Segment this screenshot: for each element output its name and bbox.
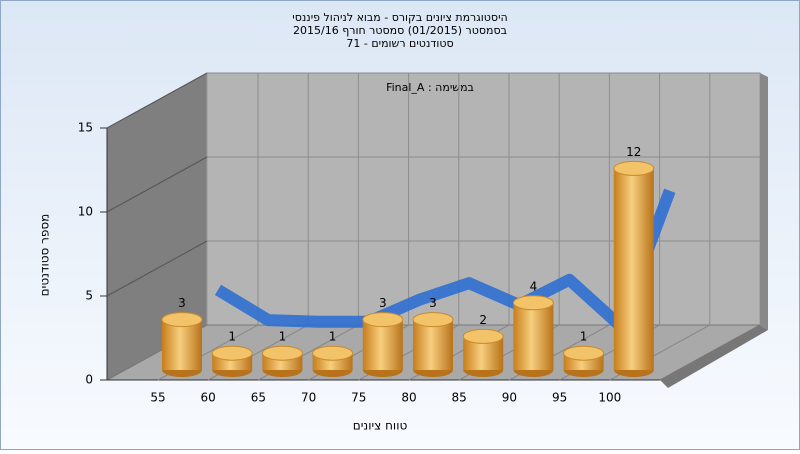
x-tick-label: 85 bbox=[452, 391, 467, 405]
x-tick-label: 95 bbox=[552, 391, 567, 405]
bar-top bbox=[362, 312, 404, 328]
x-tick-label: 75 bbox=[351, 391, 366, 405]
bar bbox=[362, 319, 403, 370]
y-axis-label: מספר סטודנטים bbox=[38, 214, 52, 297]
x-tick-label: 55 bbox=[150, 391, 165, 405]
value-label: 1 bbox=[580, 330, 588, 344]
grid-line bbox=[106, 156, 208, 213]
floor-edge bbox=[660, 325, 768, 388]
x-tick-label: 65 bbox=[251, 391, 266, 405]
x-axis-label: טווח ציונים bbox=[353, 419, 408, 433]
grid-line bbox=[106, 72, 208, 129]
value-label: 2 bbox=[479, 313, 487, 327]
trend-ribbon bbox=[214, 188, 676, 332]
bar-top bbox=[512, 295, 554, 311]
value-label: 1 bbox=[228, 330, 236, 344]
x-tick-label: 70 bbox=[301, 391, 316, 405]
x-tick-label: 90 bbox=[502, 391, 517, 405]
bar-top bbox=[261, 345, 303, 361]
value-label: 3 bbox=[429, 296, 437, 310]
bar bbox=[513, 302, 554, 370]
x-tick-label: 60 bbox=[201, 391, 216, 405]
value-label: 1 bbox=[279, 330, 287, 344]
bar-top bbox=[412, 312, 454, 328]
bar-top bbox=[312, 345, 354, 361]
y-tick-label: 10 bbox=[78, 205, 93, 219]
wall-edge bbox=[760, 73, 768, 330]
chart-title: סטודנטים רשומים - 71 bbox=[346, 37, 453, 50]
x-tick-label: 100 bbox=[598, 391, 621, 405]
value-label: 4 bbox=[530, 279, 538, 293]
bar-top bbox=[613, 160, 655, 176]
value-label: 3 bbox=[178, 296, 186, 310]
grid-line bbox=[106, 240, 208, 297]
y-tick-label: 0 bbox=[85, 373, 93, 387]
bar-top bbox=[462, 328, 504, 344]
x-tick-label: 80 bbox=[401, 391, 416, 405]
chart-title: היסטוגרמת ציונים בקורס - מבוא לניהול פינ… bbox=[292, 11, 507, 24]
y-tick-label: 5 bbox=[85, 289, 93, 303]
bar bbox=[413, 319, 453, 370]
bar-top bbox=[563, 345, 605, 361]
annotation: Final_A : במשימה bbox=[386, 81, 474, 94]
value-label: 12 bbox=[626, 145, 641, 159]
bar-top bbox=[161, 312, 203, 328]
bar bbox=[613, 168, 654, 370]
value-label: 3 bbox=[379, 296, 387, 310]
left-wall bbox=[107, 73, 207, 380]
chart-title: בסמסטר (01/2015) סמסטר חורף 2015/16 bbox=[293, 24, 507, 37]
value-label: 1 bbox=[329, 330, 337, 344]
bar-top bbox=[211, 345, 253, 361]
y-tick-label: 15 bbox=[78, 121, 93, 135]
bar bbox=[162, 319, 202, 370]
